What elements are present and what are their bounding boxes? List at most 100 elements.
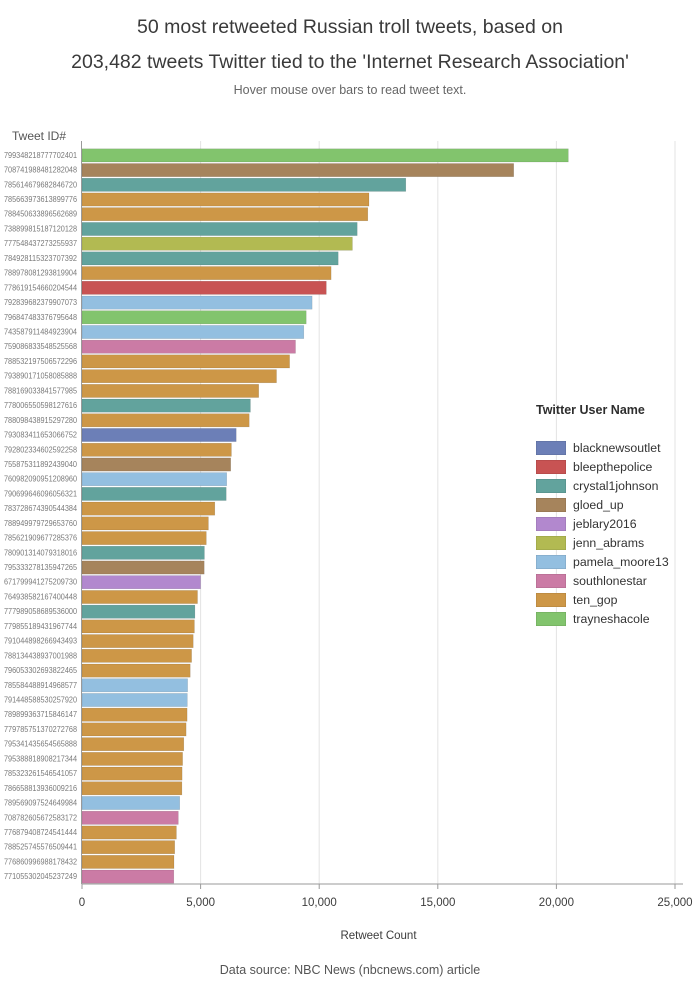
tweet-bar[interactable]: ten_gop — 4560 (81, 663, 191, 678)
tweet-bar[interactable]: southlonestar — 4060 (81, 810, 179, 825)
tweet-bar[interactable]: southlonestar — 3870 (81, 869, 175, 884)
tweet-bar[interactable]: ten_gop — 4210 (81, 781, 183, 796)
tweet-bar[interactable]: crystal1johnson — 10800 (81, 251, 339, 266)
tweet-id-label: 795388818908217344 (4, 754, 77, 763)
tweet-bar[interactable]: crystal1johnson — 4760 (81, 604, 196, 619)
tweet-bar[interactable]: ten_gop — 5240 (81, 531, 207, 545)
tweet-id-label: 788949979729653760 (4, 519, 77, 528)
tweet-bar[interactable]: gloed_up — 6270 (81, 457, 231, 472)
tweet-bar[interactable]: crystal1johnson — 5160 (81, 545, 205, 560)
legend-item[interactable]: blacknewsoutlet (536, 438, 669, 457)
tweet-id-label: 738899815187120128 (4, 225, 77, 234)
tweet-id-label: 776879408724541444 (4, 828, 77, 837)
tweet-bar[interactable]: ten_gop — 4740 (81, 619, 195, 634)
legend: Twitter User Name blacknewsoutlet bleepth… (536, 403, 669, 628)
tweet-id-label: 771055302045237249 (4, 872, 77, 881)
legend-label: ten_gop (573, 592, 618, 607)
tweet-bar[interactable]: ten_gop — 5330 (81, 516, 209, 531)
legend-item[interactable]: trayneshacole (536, 609, 669, 628)
tweet-bar[interactable]: pamela_moore13 — 4440 (81, 693, 188, 707)
tweet-bar[interactable]: crystal1johnson — 7100 (81, 398, 251, 413)
legend-swatch (536, 459, 566, 474)
tweet-id-label: 799348218777702401 (4, 151, 77, 160)
tweet-id-label: 783728674390544384 (4, 504, 77, 513)
tweet-bar[interactable]: ten_gop — 8200 (81, 369, 277, 384)
tweet-bar[interactable]: ten_gop — 4220 (81, 766, 183, 781)
tweet-id-label: 789899363715846147 (4, 710, 77, 719)
tweet-id-label: 776860996988178432 (4, 857, 77, 866)
tweet-bar[interactable]: ten_gop — 4430 (81, 707, 188, 722)
tweet-bar[interactable]: ten_gop — 4870 (81, 590, 198, 604)
legend-item[interactable]: jeblary2016 (536, 514, 669, 533)
tweet-bar[interactable]: crystal1johnson — 13650 (81, 177, 407, 192)
tweet-bar[interactable]: blacknewsoutlet — 6500 (81, 428, 237, 442)
tweet-id-label: 790699646096056321 (4, 489, 77, 498)
legend-item[interactable]: crystal1johnson (536, 476, 669, 495)
legend-swatch (536, 611, 566, 626)
tweet-bar[interactable]: pamela_moore13 — 4450 (81, 678, 188, 693)
legend-item[interactable]: pamela_moore13 (536, 552, 669, 571)
legend-item[interactable]: jenn_abrams (536, 533, 669, 552)
x-tick-label: 15,000 (420, 897, 455, 909)
tweet-bar[interactable]: ten_gop — 4290 (81, 737, 185, 752)
tweet-bar[interactable]: ten_gop — 10500 (81, 266, 332, 280)
legend-item[interactable]: gloed_up (536, 495, 669, 514)
tweet-bar[interactable]: pamela_moore13 — 6100 (81, 472, 227, 487)
legend-swatch (536, 497, 566, 512)
tweet-bar[interactable]: southlonestar — 9000 (81, 339, 296, 354)
legend-swatch (536, 592, 566, 607)
tweet-bar[interactable]: pamela_moore13 — 9700 (81, 295, 313, 310)
tweet-bar[interactable]: ten_gop — 4240 (81, 752, 183, 766)
tweet-bar[interactable]: trayneshacole — 20500 (81, 148, 569, 163)
tweet-id-label: 792802334602592258 (4, 445, 77, 454)
tweet-id-label: 778619154660204544 (4, 283, 77, 292)
tweet-bar[interactable]: ten_gop — 3910 (81, 840, 175, 855)
legend-item[interactable]: ten_gop (536, 590, 669, 609)
tweet-id-label: 789569097524649984 (4, 799, 77, 808)
tweet-id-label: 760982090951208960 (4, 475, 77, 484)
legend-label: bleepthepolice (573, 459, 653, 474)
x-tick-label: 0 (79, 897, 85, 909)
tweet-bar[interactable]: pamela_moore13 — 4120 (81, 796, 180, 810)
tweet-bar[interactable]: jeblary2016 — 5000 (81, 575, 201, 590)
tweet-id-label: 671799941275209730 (4, 578, 77, 587)
tweet-id-label: 708782605672583172 (4, 813, 77, 822)
legend-item[interactable]: southlonestar (536, 571, 669, 590)
tweet-bar[interactable]: crystal1johnson — 11600 (81, 222, 358, 236)
tweet-bar[interactable]: ten_gop — 3980 (81, 825, 177, 840)
legend-label: southlonestar (573, 573, 647, 588)
tweet-bar[interactable]: pamela_moore13 — 9350 (81, 325, 305, 339)
x-tick-label: 5,000 (186, 897, 215, 909)
tweet-bar[interactable]: ten_gop — 12050 (81, 207, 369, 222)
tweet-bar[interactable]: crystal1johnson — 6080 (81, 487, 227, 501)
legend-label: blacknewsoutlet (573, 440, 661, 455)
tweet-bar[interactable]: ten_gop — 8750 (81, 354, 290, 369)
tweet-bar[interactable]: ten_gop — 3880 (81, 855, 175, 869)
chart-subtitle: Hover mouse over bars to read tweet text… (233, 83, 467, 97)
tweet-bar[interactable]: bleepthepolice — 10300 (81, 280, 327, 295)
tweet-id-label: 791044898266943493 (4, 637, 77, 646)
tweet-id-label: 788532197506572296 (4, 357, 77, 366)
tweet-id-label: 788169033841577985 (4, 386, 77, 395)
tweet-id-label: 759086833548525568 (4, 342, 77, 351)
tweet-bar[interactable]: gloed_up — 18200 (81, 163, 514, 177)
tweet-id-label: 788525745576509441 (4, 843, 77, 852)
legend-item[interactable]: bleepthepolice (536, 457, 669, 476)
tweet-bar[interactable]: ten_gop — 4390 (81, 722, 187, 737)
tweet-bar[interactable]: trayneshacole — 9450 (81, 310, 307, 325)
tweet-bar[interactable]: ten_gop — 4690 (81, 634, 194, 648)
tweet-bar[interactable]: jenn_abrams — 11400 (81, 236, 353, 251)
tweet-bar[interactable]: ten_gop — 12100 (81, 192, 370, 207)
y-axis-title: Tweet ID# (12, 129, 67, 143)
tweet-id-label: 796847483376795648 (4, 313, 77, 322)
tweet-bar[interactable]: ten_gop — 5600 (81, 501, 216, 516)
legend-title: Twitter User Name (536, 403, 645, 417)
tweet-bar[interactable]: gloed_up — 5150 (81, 560, 205, 575)
tweet-bar[interactable]: ten_gop — 6300 (81, 442, 232, 457)
tweet-bar[interactable]: ten_gop — 4620 (81, 648, 192, 663)
chart-title-line2: 203,482 tweets Twitter tied to the 'Inte… (71, 51, 629, 73)
tweet-bar[interactable]: ten_gop — 7050 (81, 413, 250, 428)
tweet-id-label: 788450633896562689 (4, 210, 77, 219)
tweet-bar[interactable]: ten_gop — 7450 (81, 384, 259, 398)
tweet-id-label: 778006550598127616 (4, 401, 77, 410)
